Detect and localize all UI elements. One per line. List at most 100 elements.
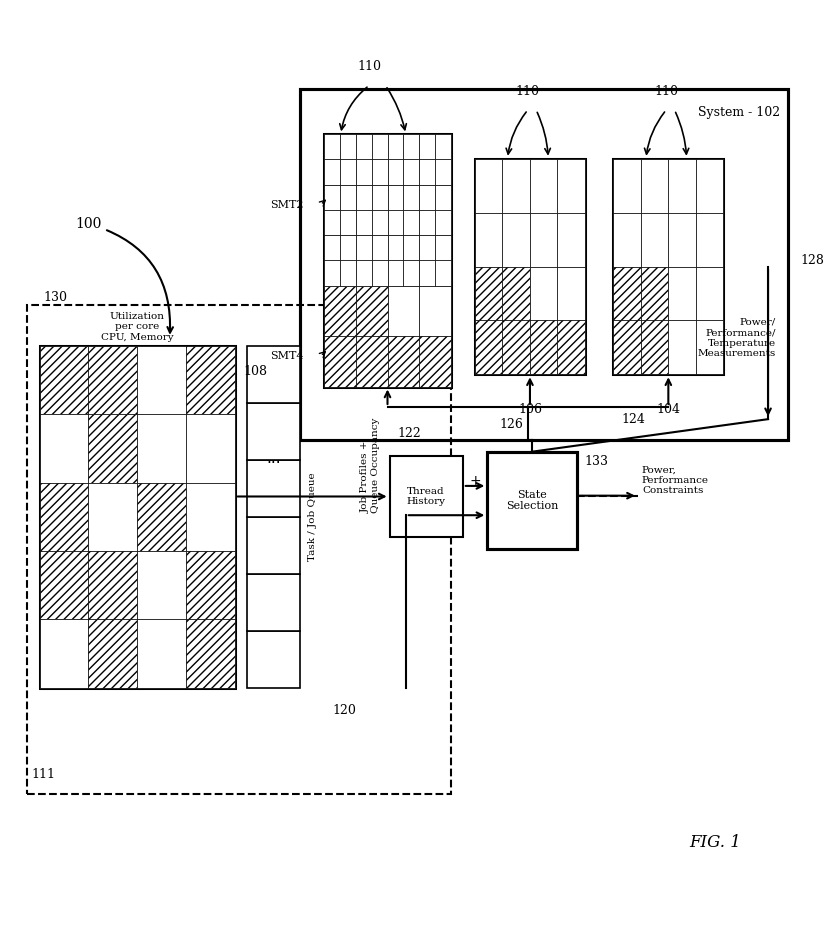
Bar: [89, 620, 137, 688]
Bar: [137, 483, 186, 551]
Bar: [403, 235, 418, 260]
Text: Power,
Performance
Constraints: Power, Performance Constraints: [641, 465, 708, 495]
Bar: [502, 212, 529, 267]
Bar: [696, 212, 723, 267]
Bar: [389, 456, 463, 537]
Bar: [529, 320, 557, 374]
Text: SMT4: SMT4: [271, 351, 304, 361]
Bar: [640, 159, 668, 212]
Text: 108: 108: [243, 365, 267, 378]
Bar: [474, 320, 502, 374]
Text: 110: 110: [515, 84, 539, 97]
Bar: [356, 159, 372, 184]
Bar: [418, 159, 434, 184]
Bar: [324, 260, 340, 285]
Bar: [247, 574, 300, 631]
Bar: [387, 336, 418, 387]
Bar: [39, 346, 89, 415]
Bar: [502, 267, 529, 320]
Bar: [356, 210, 372, 235]
Text: 124: 124: [621, 413, 645, 426]
Bar: [668, 267, 696, 320]
Bar: [668, 320, 696, 374]
Bar: [640, 212, 668, 267]
Bar: [89, 415, 137, 483]
Bar: [324, 210, 340, 235]
Text: Thread
History: Thread History: [407, 487, 445, 506]
Bar: [557, 159, 584, 212]
Bar: [247, 631, 300, 688]
Bar: [324, 134, 450, 387]
Bar: [640, 320, 668, 374]
Bar: [324, 184, 340, 210]
Text: Utilization
per core
CPU, Memory: Utilization per core CPU, Memory: [101, 312, 174, 342]
Bar: [247, 402, 300, 460]
Bar: [186, 620, 235, 688]
Bar: [502, 159, 529, 212]
Bar: [28, 305, 450, 794]
Bar: [340, 184, 356, 210]
Bar: [89, 551, 137, 620]
Bar: [418, 285, 450, 336]
Text: 106: 106: [518, 402, 542, 416]
Bar: [324, 336, 356, 387]
Bar: [418, 336, 450, 387]
Bar: [356, 184, 372, 210]
Bar: [403, 159, 418, 184]
Bar: [324, 235, 340, 260]
Bar: [372, 210, 387, 235]
Bar: [356, 235, 372, 260]
Bar: [340, 159, 356, 184]
Bar: [137, 620, 186, 688]
Bar: [324, 134, 356, 184]
Bar: [356, 134, 387, 184]
Bar: [39, 483, 89, 551]
Bar: [300, 90, 788, 440]
Bar: [668, 159, 696, 212]
Bar: [387, 184, 418, 235]
Bar: [474, 267, 502, 320]
Bar: [696, 159, 723, 212]
Bar: [696, 320, 723, 374]
Bar: [387, 134, 418, 184]
Bar: [186, 551, 235, 620]
Bar: [324, 235, 356, 285]
Bar: [418, 235, 450, 285]
Bar: [613, 212, 640, 267]
Bar: [372, 235, 387, 260]
Bar: [387, 159, 403, 184]
Bar: [356, 336, 387, 387]
Text: ...: ...: [266, 451, 281, 466]
Bar: [89, 483, 137, 551]
Bar: [529, 267, 557, 320]
Bar: [418, 184, 434, 210]
Bar: [640, 267, 668, 320]
Text: Job Profiles +
Queue Occupancy: Job Profiles + Queue Occupancy: [361, 417, 380, 513]
Bar: [137, 551, 186, 620]
Bar: [418, 134, 450, 184]
Bar: [340, 235, 356, 260]
Bar: [387, 285, 418, 336]
Text: FIG. 1: FIG. 1: [689, 834, 741, 851]
Bar: [696, 267, 723, 320]
Bar: [356, 184, 387, 235]
Text: +: +: [469, 474, 480, 488]
Bar: [387, 184, 403, 210]
Bar: [137, 346, 186, 415]
Text: 126: 126: [499, 418, 523, 431]
Bar: [387, 260, 403, 285]
Bar: [340, 210, 356, 235]
Bar: [356, 285, 387, 336]
Bar: [186, 415, 235, 483]
Text: 130: 130: [43, 290, 68, 303]
Bar: [340, 134, 356, 159]
Bar: [372, 184, 387, 210]
Bar: [324, 134, 340, 159]
Text: System - 102: System - 102: [698, 106, 780, 119]
Text: 120: 120: [332, 704, 357, 717]
Bar: [613, 159, 640, 212]
Text: 104: 104: [655, 402, 680, 416]
Bar: [39, 551, 89, 620]
Bar: [372, 134, 387, 159]
Bar: [668, 212, 696, 267]
